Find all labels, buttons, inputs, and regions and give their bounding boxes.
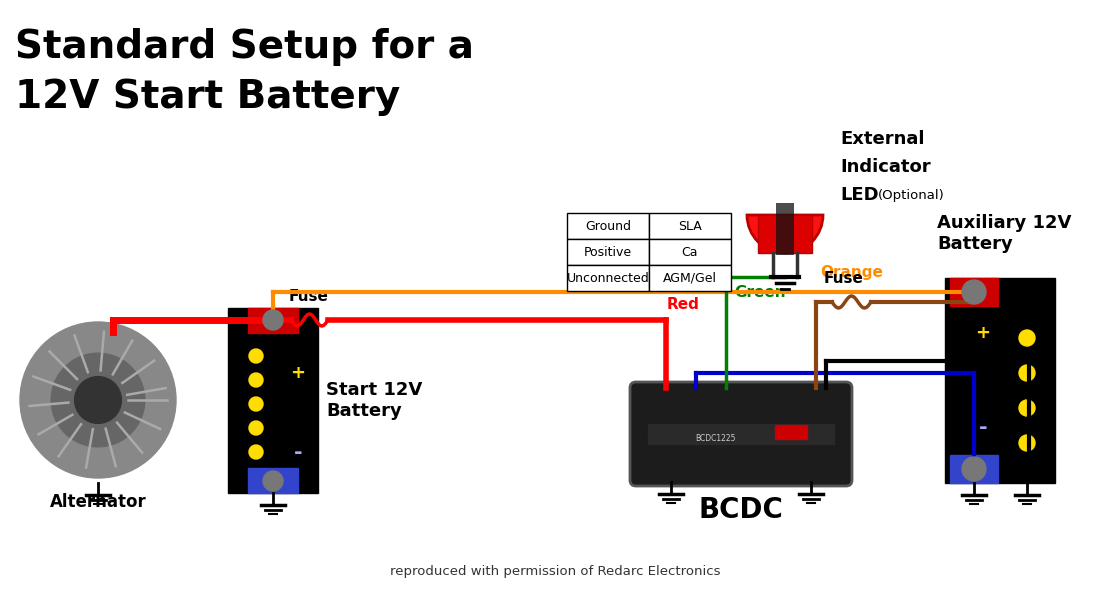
Text: BCDC1225: BCDC1225 (695, 434, 737, 443)
Bar (950, 278, 998, 306)
Bar (567, 265, 649, 291)
Circle shape (962, 457, 985, 481)
Circle shape (962, 280, 985, 304)
Circle shape (1019, 365, 1035, 381)
Text: Auxiliary 12V
Battery: Auxiliary 12V Battery (937, 214, 1071, 253)
Bar (774, 425, 807, 439)
Bar (758, 215, 812, 253)
Text: Unconnected: Unconnected (567, 271, 649, 284)
Text: Fuse: Fuse (824, 271, 864, 286)
Bar (248, 468, 298, 493)
Text: Standard Setup for a: Standard Setup for a (16, 28, 474, 66)
Text: Red: Red (667, 297, 700, 312)
Text: +: + (290, 364, 306, 382)
Bar (567, 213, 649, 239)
Text: Alternator: Alternator (50, 493, 147, 511)
Text: reproduced with permission of Redarc Electronics: reproduced with permission of Redarc Ele… (390, 565, 720, 578)
Bar (649, 265, 731, 291)
Bar (248, 308, 298, 333)
Circle shape (263, 310, 283, 330)
Circle shape (51, 353, 144, 447)
FancyBboxPatch shape (630, 382, 852, 486)
Text: -: - (979, 418, 988, 438)
Text: Positive: Positive (584, 245, 632, 259)
Text: Blue: Blue (711, 383, 749, 398)
Circle shape (249, 397, 263, 411)
Text: -: - (293, 443, 302, 463)
Circle shape (249, 373, 263, 387)
Text: Green: Green (734, 285, 785, 300)
Text: 12V Start Battery: 12V Start Battery (16, 78, 400, 116)
Bar (649, 213, 731, 239)
Text: Brown: Brown (982, 317, 1037, 332)
Circle shape (249, 421, 263, 435)
Text: Ground: Ground (585, 220, 631, 232)
Text: Indicator: Indicator (840, 158, 931, 176)
Circle shape (1019, 330, 1035, 346)
Circle shape (74, 377, 121, 424)
Text: BCDC: BCDC (699, 496, 783, 524)
Circle shape (1019, 435, 1035, 451)
Text: Fuse: Fuse (289, 289, 329, 304)
Text: AGM/Gel: AGM/Gel (663, 271, 717, 284)
Circle shape (249, 445, 263, 459)
Bar (775, 203, 794, 255)
Text: (Optional): (Optional) (878, 189, 944, 202)
Bar (567, 239, 649, 265)
Bar (228, 308, 318, 493)
Text: LED: LED (840, 186, 879, 204)
Text: Start 12V
Battery: Start 12V Battery (326, 381, 422, 420)
Text: SLA: SLA (678, 220, 702, 232)
Circle shape (1019, 400, 1035, 416)
Bar (945, 278, 1055, 483)
Text: Orange: Orange (820, 265, 883, 280)
Circle shape (249, 349, 263, 363)
Wedge shape (747, 215, 823, 253)
Text: +: + (975, 324, 991, 342)
Circle shape (20, 322, 176, 478)
Bar (649, 239, 731, 265)
Circle shape (263, 471, 283, 491)
Bar (950, 455, 998, 483)
Text: Black: Black (1004, 373, 1050, 388)
Text: External: External (840, 130, 924, 148)
Bar (648, 424, 834, 444)
Text: Ca: Ca (682, 245, 698, 259)
